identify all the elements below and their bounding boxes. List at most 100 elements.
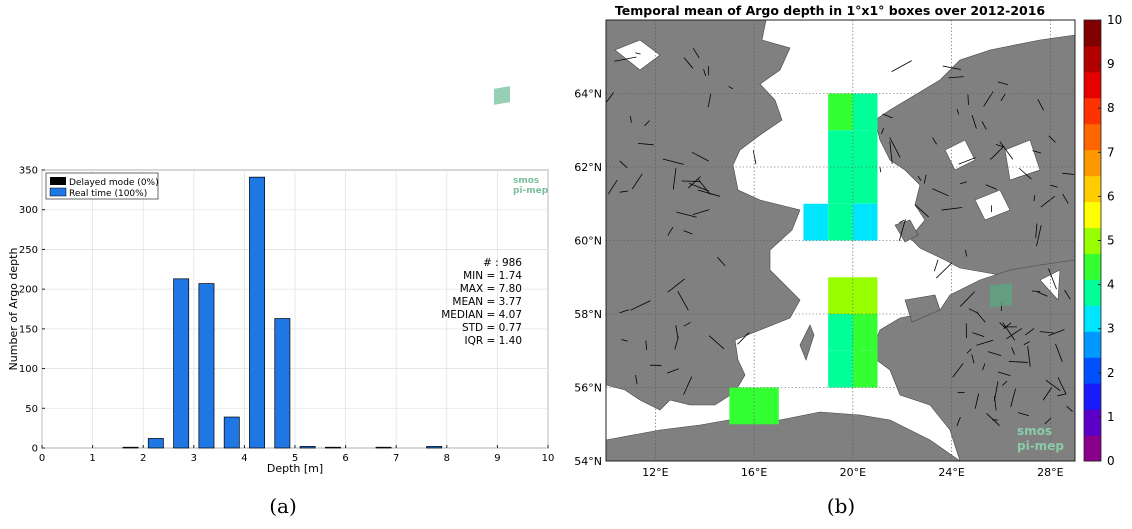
smos-logo-text-1: smos: [513, 176, 539, 186]
colorbar-segment: [1084, 357, 1101, 383]
colorbar-segment: [1084, 383, 1101, 409]
map-lon-label: 12°E: [642, 466, 668, 479]
colorbar-segment: [1084, 46, 1101, 72]
hist-y-tick-label: 100: [19, 364, 38, 375]
hist-y-tick-label: 350: [19, 166, 38, 177]
smos-logo-b-text-1: smos: [1017, 424, 1052, 438]
hist-bar: [224, 417, 239, 448]
hist-y-ticks: 0 50 100 150 200 250 300 350: [19, 166, 45, 455]
colorbar-segment: [1084, 305, 1101, 331]
hist-x-tick-label: 3: [191, 453, 197, 464]
hist-x-tick-label: 7: [393, 453, 399, 464]
colorbar-tick-label: 0: [1107, 454, 1115, 468]
colorbar-segment: [1084, 435, 1101, 461]
map-title: Temporal mean of Argo depth in 1°x1° box…: [615, 3, 1046, 18]
map-panel: Temporal mean of Argo depth in 1°x1° box…: [574, 3, 1122, 518]
hist-y-tick-label: 50: [25, 404, 38, 415]
colorbar-segment: [1084, 72, 1101, 98]
hist-y-tick-label: 200: [19, 285, 38, 296]
hist-bar: [300, 446, 315, 448]
heatmap-cell: [853, 94, 878, 131]
stat-mean: MEAN = 3.77: [452, 296, 522, 308]
heatmap-cell: [754, 388, 779, 425]
heatmap-cell: [853, 277, 878, 314]
map-lat-label: 56°N: [574, 382, 602, 395]
hist-y-tick-label: 300: [19, 205, 38, 216]
hist-bar: [148, 438, 163, 448]
colorbar-tick-label: 10: [1107, 13, 1122, 27]
hist-x-tick-label: 2: [140, 453, 146, 464]
smos-logo-b-text-2: pi-mep: [1017, 439, 1064, 453]
colorbar-tick-label: 2: [1107, 366, 1115, 380]
smos-logo-text-2: pi-mep: [513, 186, 549, 196]
heatmap-cell: [828, 130, 853, 167]
stat-std: STD = 0.77: [462, 322, 522, 334]
colorbar-tick-label: 4: [1107, 278, 1115, 292]
hist-x-tick-label: 10: [542, 453, 555, 464]
map-lat-label: 62°N: [574, 161, 602, 174]
hist-x-tick-label: 8: [444, 453, 450, 464]
hist-legend: Delayed mode (0%) Real time (100%): [46, 173, 159, 199]
stat-min: MIN = 1.74: [463, 270, 522, 282]
hist-bar: [123, 447, 138, 448]
hist-bar: [376, 447, 391, 448]
hist-bar: [174, 279, 189, 448]
colorbar-segment: [1084, 331, 1101, 357]
hist-y-tick-label: 0: [32, 444, 38, 455]
smos-logo-b-mark: [990, 283, 1012, 308]
stat-median: MEDIAN = 4.07: [441, 309, 522, 321]
hist-x-label: Depth [m]: [267, 462, 323, 475]
colorbar-segment: [1084, 279, 1101, 305]
heatmap-cell: [828, 277, 853, 314]
stat-count: # : 986: [483, 257, 522, 269]
heatmap-cell: [729, 388, 754, 425]
colorbar-segment: [1084, 253, 1101, 279]
colorbar-segment: [1084, 20, 1101, 46]
colorbar-tick-label: 7: [1107, 145, 1115, 159]
hist-y-tick-label: 250: [19, 245, 38, 256]
colorbar-segment: [1084, 202, 1101, 228]
colorbar-segment: [1084, 98, 1101, 124]
map-area: smos pi-mep: [603, 20, 1075, 461]
heatmap-cell: [853, 130, 878, 167]
stat-max: MAX = 7.80: [460, 283, 522, 295]
legend-swatch-delayed: [50, 177, 66, 185]
colorbar-segment: [1084, 124, 1101, 150]
map-lat-label: 60°N: [574, 235, 602, 248]
colorbar-tick-label: 5: [1107, 234, 1115, 248]
colorbar-tick-label: 8: [1107, 101, 1115, 115]
hist-x-tick-label: 4: [241, 453, 247, 464]
heatmap-cell: [803, 204, 828, 241]
colorbar-tick-label: 1: [1107, 410, 1115, 424]
map-lon-label: 16°E: [741, 466, 767, 479]
colorbar-segment: [1084, 150, 1101, 176]
heatmap-cell: [828, 351, 853, 388]
hist-bar: [427, 446, 442, 448]
hist-x-tick-label: 1: [89, 453, 95, 464]
hist-y-label: Number of Argo depth: [7, 248, 20, 371]
heatmap-cell: [853, 167, 878, 204]
map-lat-label: 64°N: [574, 88, 602, 101]
heatmap-cell: [853, 314, 878, 351]
colorbar-tick-label: 6: [1107, 189, 1115, 203]
heatmap-cell: [828, 204, 853, 241]
map-lon-label: 24°E: [938, 466, 964, 479]
legend-label-realtime: Real time (100%): [69, 189, 147, 199]
colorbar-segment: [1084, 176, 1101, 202]
caption-b: (b): [827, 494, 855, 518]
hist-x-tick-label: 6: [342, 453, 348, 464]
map-lat-ticks: 54°N56°N58°N60°N62°N64°N: [574, 88, 602, 469]
hist-x-tick-label: 0: [39, 453, 45, 464]
legend-swatch-realtime: [50, 188, 66, 196]
colorbar-segment: [1084, 409, 1101, 435]
smos-logo-mark: [494, 86, 510, 105]
heatmap-cell: [853, 204, 878, 241]
map-lon-label: 28°E: [1037, 466, 1063, 479]
heatmap-cell: [853, 351, 878, 388]
colorbar-tick-label: 3: [1107, 322, 1115, 336]
legend-label-delayed: Delayed mode (0%): [69, 178, 159, 188]
hist-y-tick-label: 150: [19, 324, 38, 335]
caption-a: (a): [269, 494, 297, 518]
hist-x-tick-label: 9: [494, 453, 500, 464]
